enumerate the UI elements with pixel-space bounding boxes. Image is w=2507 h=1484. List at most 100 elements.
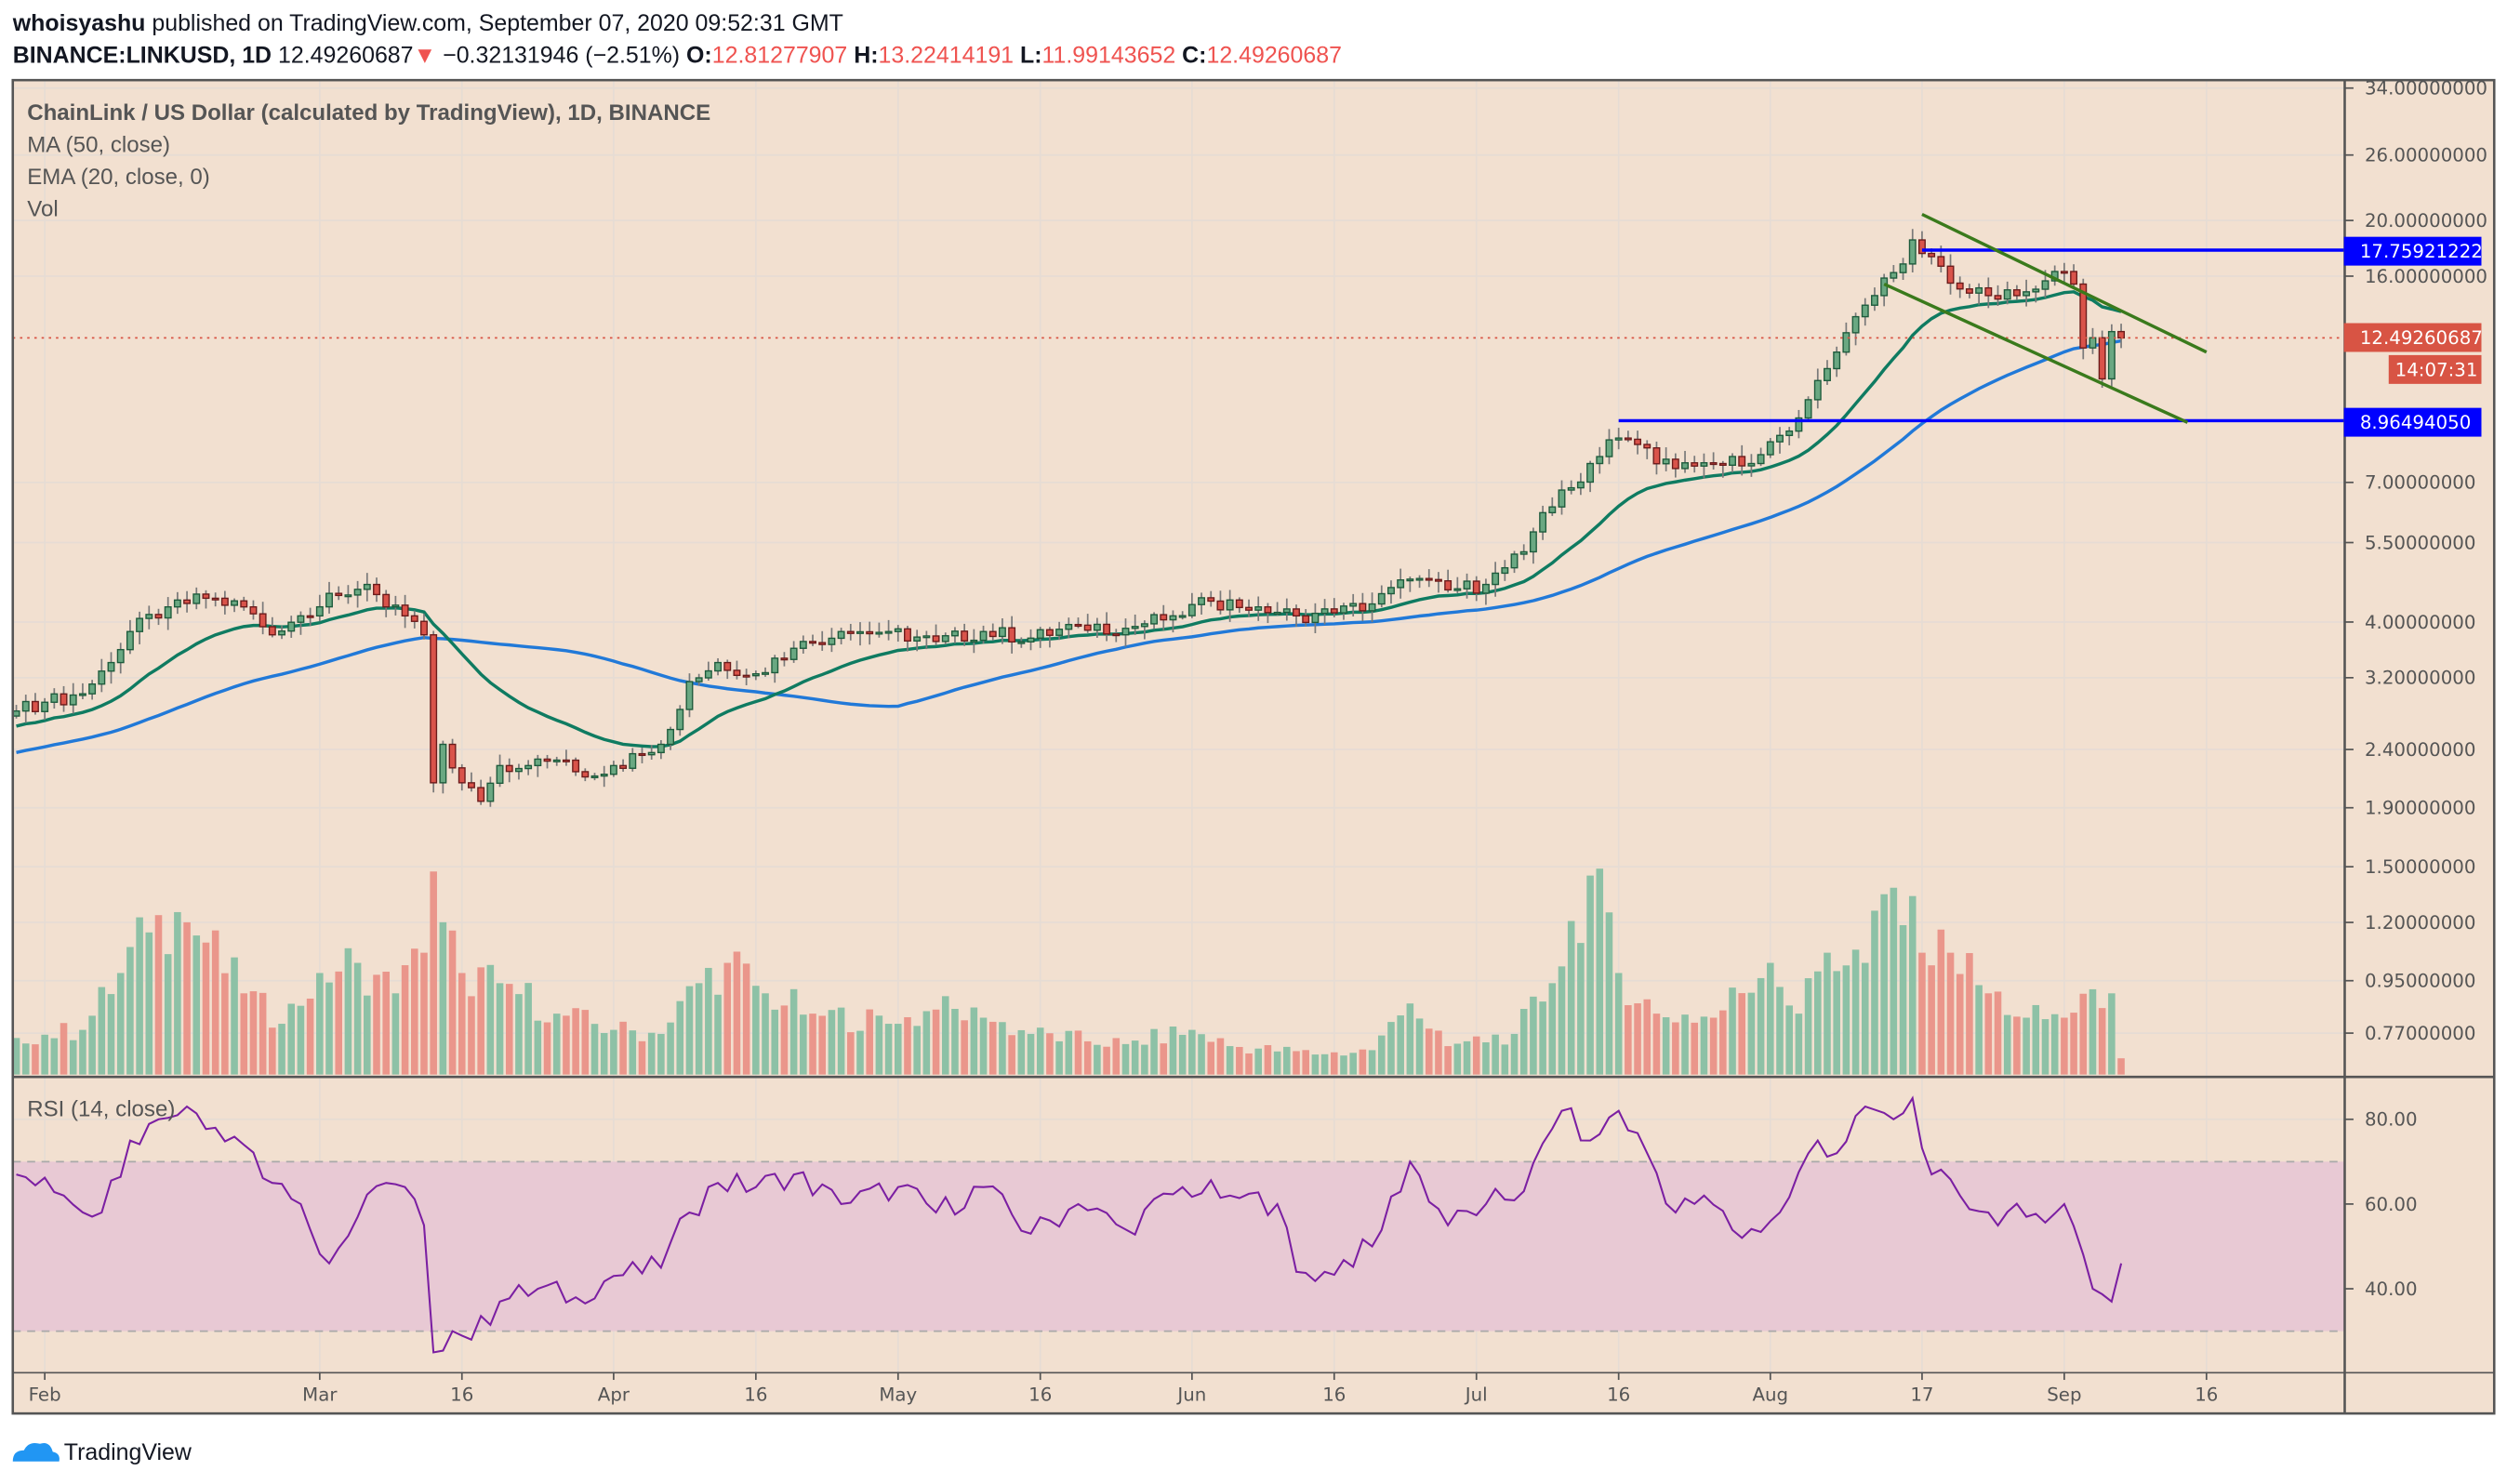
candle-body: [1671, 458, 1679, 470]
candle-body: [1965, 288, 1973, 294]
candle: [1975, 283, 1983, 305]
candle-body: [514, 767, 523, 773]
candle-body: [1691, 462, 1699, 467]
candle-body: [733, 669, 741, 677]
candle-body: [828, 637, 836, 645]
rsi-axis[interactable]: 80.00 60.00 40.00: [2343, 1109, 2418, 1300]
candle-body: [249, 606, 258, 615]
volume-bar: [278, 1024, 285, 1075]
volume-bar: [1397, 1015, 1404, 1075]
candle: [1567, 480, 1575, 495]
candle-body: [1605, 439, 1613, 457]
chart-frame: [11, 78, 2496, 1415]
volume-bar: [932, 1009, 940, 1075]
candle: [1738, 444, 1746, 476]
candle-body: [1065, 623, 1073, 630]
candle: [1548, 497, 1557, 516]
candle: [828, 628, 836, 653]
volume-bar: [1359, 1049, 1367, 1075]
candle: [145, 605, 153, 629]
candle: [600, 765, 608, 788]
candle: [458, 763, 466, 791]
candle-body: [50, 693, 59, 703]
candle-body: [1216, 600, 1225, 611]
candle: [240, 596, 248, 611]
price-tick-label: 26.00000000: [2365, 145, 2487, 166]
volume-bar: [1482, 1041, 1490, 1075]
volume-bar: [192, 935, 201, 1075]
close-value: 12.49260687: [1206, 42, 1342, 68]
volume-bar: [1036, 1027, 1044, 1075]
time-axis[interactable]: Feb Mar 16 Apr 16 May 16 Jun 16 Jul 16 Aug 17 Sep 16: [29, 1371, 2219, 1405]
publish-info: whoisyashu published on TradingView.com,…: [12, 10, 843, 36]
candle-body: [1975, 286, 1983, 294]
candle-body: [2060, 271, 2068, 274]
candle: [1576, 472, 1585, 496]
legend-rsi[interactable]: RSI (14, close): [27, 1096, 175, 1121]
candle-body: [1643, 444, 1651, 449]
candle-body: [373, 583, 380, 596]
candle-body: [1140, 623, 1148, 628]
candle: [1766, 438, 1774, 458]
volume-bar: [145, 932, 153, 1075]
legend-vol[interactable]: Vol: [27, 196, 58, 221]
channel-lower-trendline[interactable]: [1883, 282, 2189, 424]
legend-ma[interactable]: MA (50, close): [27, 133, 170, 158]
down-arrow-icon: ▼: [414, 42, 437, 68]
candle-body: [1624, 437, 1632, 441]
candle: [1519, 544, 1528, 561]
candle: [164, 597, 172, 630]
candle: [657, 739, 665, 760]
volume-bar: [1198, 1034, 1205, 1075]
last-price-tag: 12.49260687 14:07:31: [2343, 323, 2483, 384]
candle-body: [448, 743, 457, 769]
candle: [1235, 597, 1243, 613]
volume-bar: [695, 983, 703, 1075]
candle-body: [922, 635, 931, 639]
volume-bar: [1207, 1041, 1215, 1075]
candle: [695, 673, 703, 686]
volume-bar: [552, 1014, 561, 1075]
candle: [837, 628, 845, 645]
time-tick-label: Apr: [598, 1384, 630, 1405]
candle-body: [202, 593, 210, 600]
volume-bar: [98, 987, 106, 1075]
volume-bar: [79, 1029, 86, 1075]
tradingview-logo[interactable]: TradingView: [12, 1439, 192, 1465]
candle: [1729, 453, 1736, 473]
candle-body: [1994, 295, 2002, 300]
candle-body: [1377, 592, 1386, 605]
candle-body: [1652, 447, 1661, 465]
volume-bar: [979, 1017, 988, 1075]
candle-body: [1984, 286, 1993, 297]
candle: [1984, 277, 1993, 309]
channel-upper-trendline[interactable]: [1921, 212, 2208, 354]
candle-body: [410, 615, 418, 622]
volume-bar: [231, 957, 238, 1075]
volume-bar: [364, 995, 371, 1075]
candle: [1899, 258, 1907, 281]
volume-bar: [714, 994, 722, 1075]
volume-bar: [638, 1040, 646, 1075]
price-axis[interactable]: 34.00000000 26.00000000 20.00000000 16.0000…: [2343, 78, 2487, 1044]
volume-bar: [1567, 921, 1575, 1075]
volume-bar: [1681, 1014, 1689, 1075]
candle: [363, 573, 371, 602]
candle-body: [714, 661, 723, 672]
candle: [979, 625, 988, 644]
candle-body: [1207, 597, 1215, 603]
candle: [1671, 453, 1679, 478]
volume-bar: [847, 1032, 855, 1075]
candle: [1121, 618, 1130, 647]
volume-bar: [1918, 952, 1926, 1075]
candle: [41, 697, 49, 721]
candle: [2107, 324, 2116, 387]
rsi-tick-label: 60.00: [2365, 1194, 2418, 1215]
author-name[interactable]: whoisyashu: [12, 10, 146, 36]
legend-ema[interactable]: EMA (20, close, 0): [27, 165, 210, 190]
time-tick-label: 16: [1607, 1384, 1630, 1405]
volume-bar: [69, 1040, 77, 1075]
candle-body: [2023, 291, 2031, 297]
candle: [762, 667, 769, 677]
